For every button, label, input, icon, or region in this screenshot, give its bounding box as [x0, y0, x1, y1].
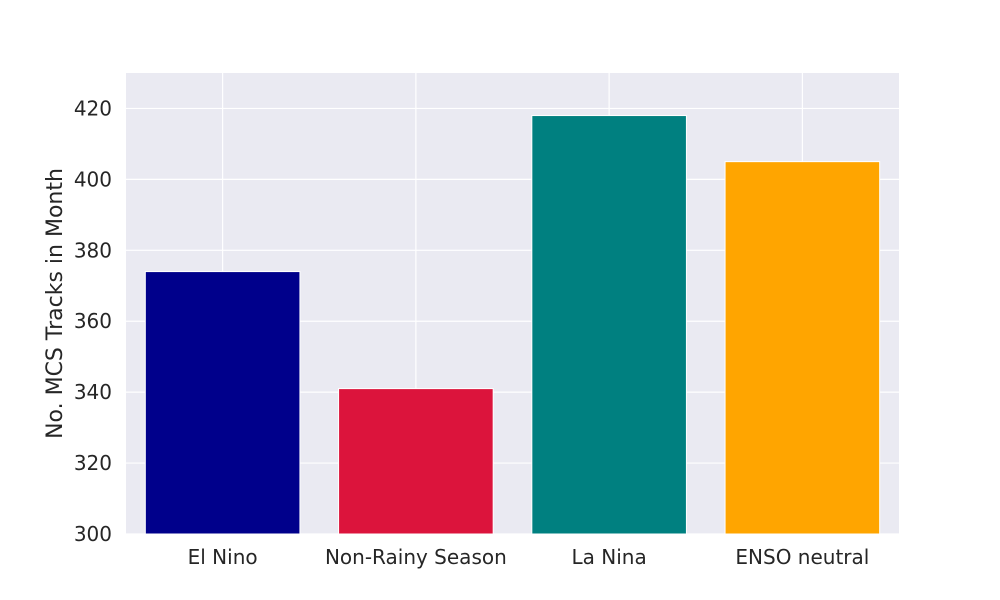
bar [724, 161, 881, 535]
x-tick-label: La Nina [572, 545, 647, 569]
y-tick-label: 420 [74, 96, 112, 120]
x-tick-labels: El Nino Non-Rainy Season La Nina ENSO neutr… [188, 545, 870, 569]
y-axis-label: No. MCS Tracks in Month [43, 168, 68, 439]
bar [338, 388, 494, 535]
bar [144, 271, 301, 535]
x-tick-label: El Nino [188, 545, 258, 569]
x-tick-label: Non-Rainy Season [325, 545, 507, 569]
bars [144, 115, 881, 535]
y-tick-label: 320 [74, 451, 112, 475]
y-tick-label: 300 [74, 522, 112, 546]
y-tick-label: 380 [74, 238, 112, 262]
x-tick-label: ENSO neutral [735, 545, 869, 569]
y-tick-label: 360 [74, 309, 112, 333]
y-tick-label: 340 [74, 380, 112, 404]
bar [531, 115, 687, 535]
y-tick-labels: 300 320 340 360 380 400 420 [74, 96, 112, 546]
y-tick-label: 400 [74, 167, 112, 191]
